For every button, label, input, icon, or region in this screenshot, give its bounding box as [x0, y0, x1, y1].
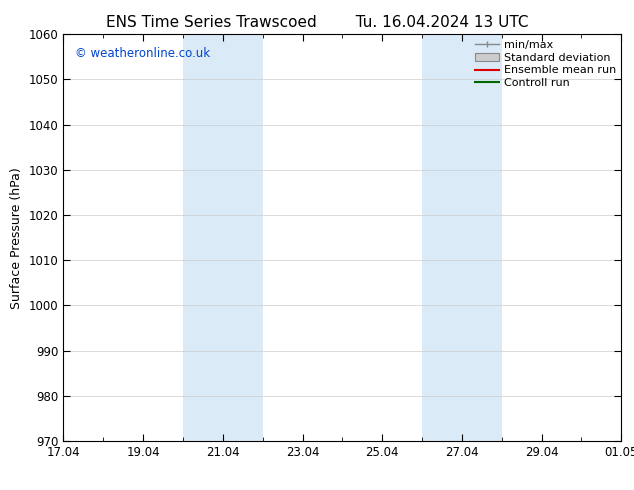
Bar: [422, 34, 501, 441]
Text: © weatheronline.co.uk: © weatheronline.co.uk: [75, 47, 210, 59]
Y-axis label: Surface Pressure (hPa): Surface Pressure (hPa): [10, 167, 23, 309]
Bar: [183, 34, 262, 441]
Legend: min/max, Standard deviation, Ensemble mean run, Controll run: min/max, Standard deviation, Ensemble me…: [472, 38, 618, 91]
Text: ENS Time Series Trawscoed        Tu. 16.04.2024 13 UTC: ENS Time Series Trawscoed Tu. 16.04.2024…: [106, 15, 528, 30]
